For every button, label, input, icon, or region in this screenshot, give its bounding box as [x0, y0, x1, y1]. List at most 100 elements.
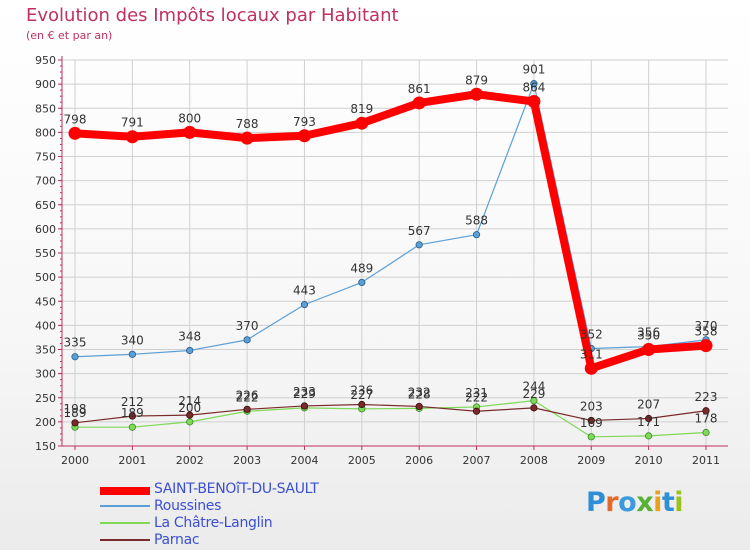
data-point-saint_benoit: [297, 129, 311, 143]
data-label-roussines: 588: [465, 214, 488, 228]
legend-label-parnac: Parnac: [154, 532, 200, 548]
data-label-la_chatre: 222: [236, 390, 259, 404]
y-tick-label: 350: [35, 344, 56, 357]
x-tick-label: 2009: [577, 454, 605, 467]
data-label-la_chatre: 231: [465, 386, 488, 400]
data-point-roussines: [530, 80, 538, 88]
data-point-saint_benoit: [470, 87, 484, 101]
data-label-roussines: 352: [580, 328, 603, 342]
data-label-la_chatre: 189: [64, 406, 87, 420]
data-label-saint_benoit: 864: [522, 80, 545, 94]
x-tick-label: 2007: [463, 454, 491, 467]
legend-swatch-parnac: [100, 539, 150, 541]
data-point-parnac: [358, 400, 366, 409]
data-point-roussines: [358, 278, 366, 287]
data-label-la_chatre: 171: [637, 415, 660, 429]
data-point-roussines: [71, 353, 79, 361]
data-label-saint_benoit: 788: [236, 117, 259, 131]
data-label-roussines: 443: [293, 284, 316, 298]
data-label-parnac: 198: [64, 402, 87, 416]
data-label-la_chatre: 178: [695, 411, 718, 425]
y-tick-label: 700: [35, 175, 56, 188]
data-point-la_chatre: [702, 428, 710, 437]
data-label-parnac: 212: [121, 395, 144, 409]
legend-swatch-saint-benoit: [100, 487, 150, 495]
legend-label-la-chatre: La Châtre-Langlin: [154, 515, 273, 531]
data-label-saint_benoit: 798: [64, 112, 87, 126]
data-label-saint_benoit: 819: [350, 102, 373, 116]
data-label-roussines: 335: [64, 336, 87, 350]
data-point-parnac: [243, 405, 251, 413]
y-tick-label: 200: [35, 416, 56, 429]
data-point-roussines: [472, 231, 481, 239]
data-point-saint_benoit: [240, 131, 254, 145]
data-point-parnac: [186, 411, 194, 419]
data-point-la_chatre: [128, 423, 136, 431]
series-line-la_chatre: [74, 400, 707, 438]
data-label-roussines: 489: [350, 261, 373, 275]
proxiti-logo: Proxiti: [586, 487, 684, 518]
data-label-parnac: 207: [637, 397, 660, 411]
data-point-parnac: [472, 407, 481, 415]
data-label-saint_benoit: 793: [293, 115, 316, 129]
data-label-saint_benoit: 800: [178, 111, 201, 125]
y-tick-label: 800: [35, 126, 56, 139]
data-point-roussines: [243, 336, 251, 344]
legend-label-saint-benoit: SAINT-BENOîT-DU-SAULT: [154, 481, 319, 497]
line-chart: 150 200 250 300 350 400 450 500 550 600 650 700 750 8…: [35, 54, 728, 467]
y-tick-label: 600: [35, 223, 56, 236]
data-label-la_chatre: 189: [121, 406, 144, 420]
legend-label-roussines: Roussines: [154, 498, 222, 514]
y-tick-label: 900: [35, 78, 56, 91]
x-tick-label: 2004: [290, 454, 318, 467]
y-tick-label: 150: [35, 440, 56, 453]
x-tick-label: 2008: [520, 454, 548, 467]
data-label-roussines: 356: [637, 326, 660, 340]
x-tick-label: 2002: [176, 454, 204, 467]
data-point-saint_benoit: [355, 116, 369, 130]
data-point-la_chatre: [587, 433, 595, 441]
x-tick-label: 2001: [118, 454, 146, 467]
y-tick-label: 300: [35, 368, 56, 381]
y-tick-label: 400: [35, 319, 56, 332]
chart-title: Evolution des Impôts locaux par Habitant: [26, 5, 399, 26]
data-label-saint_benoit: 350: [637, 329, 660, 343]
chart-subtitle: (en € et par an): [26, 29, 113, 42]
data-point-roussines: [186, 346, 194, 355]
data-label-roussines: 370: [236, 319, 259, 333]
x-tick-label: 2006: [405, 454, 433, 467]
data-point-la_chatre: [530, 397, 538, 405]
data-point-la_chatre: [186, 418, 194, 426]
data-point-saint_benoit: [183, 125, 197, 139]
y-tick-label: 650: [35, 199, 56, 212]
y-tick-label: 950: [35, 54, 56, 67]
data-label-parnac: 203: [580, 399, 603, 413]
data-label-saint_benoit: 358: [695, 325, 718, 339]
x-tick-label: 2003: [233, 454, 261, 467]
data-point-parnac: [300, 402, 309, 410]
data-point-saint_benoit: [699, 339, 713, 353]
x-tick-label: 2011: [692, 454, 720, 467]
data-label-parnac: 236: [350, 384, 373, 398]
x-tick-label: 2010: [635, 454, 663, 467]
data-point-saint_benoit: [642, 343, 656, 356]
series-line-roussines: [74, 83, 707, 358]
data-point-parnac: [71, 419, 79, 427]
series-line-parnac: [74, 403, 707, 424]
data-label-roussines: 901: [522, 63, 545, 77]
data-label-la_chatre: 228: [408, 387, 431, 401]
data-label-parnac: 229: [522, 387, 545, 401]
data-label-parnac: 226: [236, 388, 259, 402]
data-label-saint_benoit: 791: [121, 116, 144, 130]
data-point-roussines: [300, 301, 309, 309]
y-tick-label: 550: [35, 247, 56, 260]
data-point-parnac: [702, 407, 710, 415]
data-label-roussines: 340: [121, 333, 144, 347]
legend-swatch-la-chatre: [100, 522, 150, 524]
data-point-parnac: [128, 412, 136, 420]
data-label-saint_benoit: 861: [408, 82, 431, 96]
x-tick-label: 2000: [61, 454, 89, 467]
data-label-la_chatre: 229: [293, 387, 316, 401]
data-point-saint_benoit: [412, 96, 426, 110]
